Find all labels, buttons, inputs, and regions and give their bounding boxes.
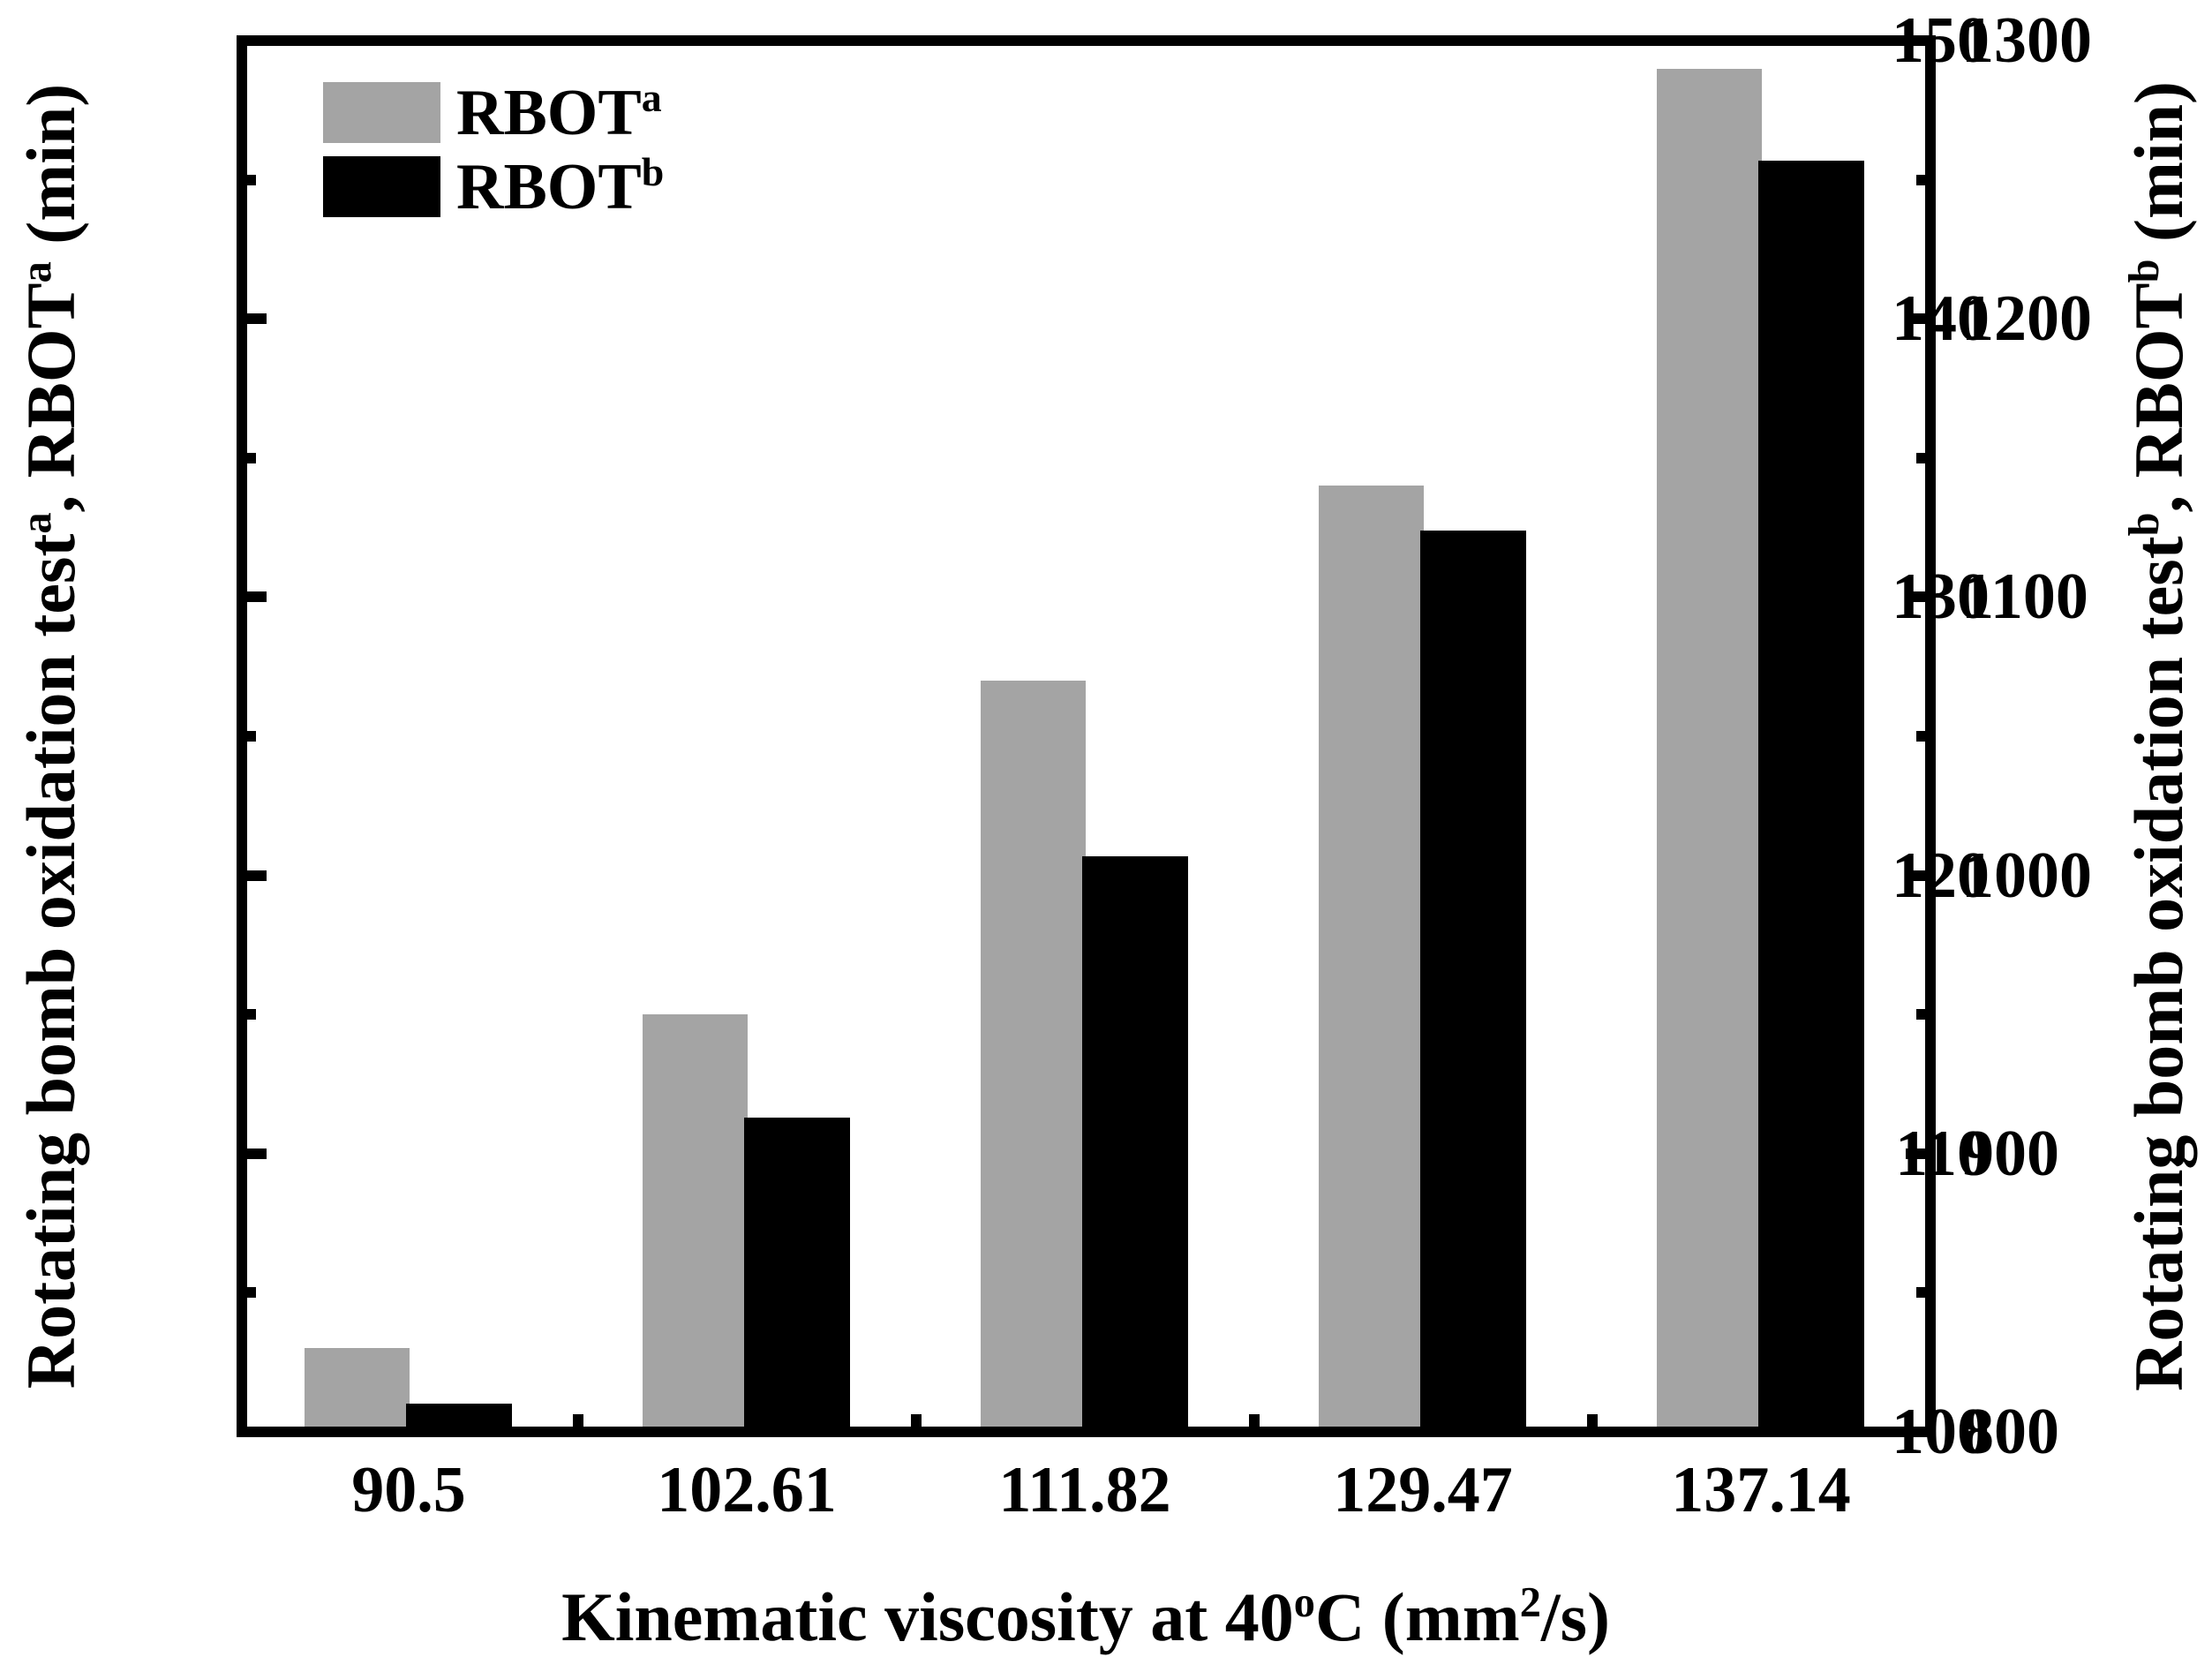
right-tick-label-1200: 1200 [1961,282,2092,356]
bar-rbotb-102.61 [744,1117,850,1427]
left-major-tick-120 [247,870,267,881]
right-major-tick-900 [1906,1148,1925,1159]
superscript: a [13,261,61,283]
x-boundary-tick-2 [1248,1414,1260,1427]
superscript: a [641,75,662,121]
bar-rbotb-137.14 [1758,160,1864,1427]
superscript: o [1293,1579,1315,1627]
y-axis-left-title: Rotating bomb oxidation testa, RBOTa (mi… [12,84,89,1390]
superscript: 2 [1519,1579,1541,1627]
superscript: b [2121,259,2169,283]
superscript: a [13,512,61,534]
right-tick-label-1000: 1000 [1961,839,2092,912]
legend-swatch-rbota [323,82,440,143]
left-minor-tick-135 [247,452,256,463]
left-tick-label-130: 130 [1892,561,1990,634]
right-minor-tick-950 [1916,1009,1925,1021]
left-tick-label-100: 100 [1892,1396,1990,1468]
text-run: (min) [12,83,89,262]
text-run: (min) [2120,81,2197,260]
legend-label-text: RBOT [456,150,642,223]
legend-label-text: RBOT [456,76,642,149]
bar-rbota-90.5 [305,1348,410,1427]
right-tick-label-1100: 1100 [1961,561,2088,634]
x-axis-title: Kinematic viscosity at 40oC (mm2/s) [561,1582,1610,1652]
right-minor-tick-1250 [1916,174,1925,185]
bar-rbota-102.61 [643,1014,748,1427]
left-minor-tick-125 [247,731,256,742]
x-boundary-tick-0 [572,1414,583,1427]
left-tick-label-140: 140 [1892,282,1990,356]
x-boundary-tick-1 [910,1414,922,1427]
plot-area [247,46,1925,1427]
left-major-tick-110 [247,1148,267,1159]
text-run: Kinematic viscosity at 40 [561,1578,1294,1655]
right-major-tick-1000 [1906,870,1925,881]
left-minor-tick-145 [247,174,256,185]
bar-rbota-137.14 [1657,68,1762,1427]
legend-label-rbotb: RBOTb [456,150,664,223]
superscript: b [641,149,665,195]
text-run: C (mm [1314,1578,1520,1655]
x-tick-label-111.82: 111.82 [998,1454,1171,1526]
y-axis-right-title: Rotating bomb oxidation testb, RBOTb (mi… [2120,81,2197,1391]
right-minor-tick-1050 [1916,731,1925,742]
left-tick-label-120: 120 [1892,839,1990,912]
bar-rbota-129.47 [1319,486,1424,1427]
right-minor-tick-850 [1916,1287,1925,1299]
text-run: Rotating bomb oxidation test [12,533,89,1390]
right-tick-label-900: 900 [1961,1117,2059,1190]
left-tick-label-150: 150 [1892,4,1990,77]
x-tick-label-137.14: 137.14 [1671,1454,1851,1526]
bar-rbotb-90.5 [406,1404,512,1427]
bar-rbotb-111.82 [1082,855,1188,1427]
x-tick-label-129.47: 129.47 [1333,1454,1513,1526]
right-major-tick-1200 [1906,313,1925,325]
bar-rbotb-129.47 [1420,530,1526,1427]
superscript: b [2121,512,2169,537]
right-tick-label-800: 800 [1961,1396,2059,1468]
x-tick-label-90.5: 90.5 [351,1454,466,1526]
text-run: Rotating bomb oxidation test [2120,536,2197,1391]
text-run: /s) [1540,1578,1610,1655]
x-boundary-tick-3 [1586,1414,1598,1427]
left-major-tick-140 [247,313,267,325]
left-major-tick-130 [247,591,267,603]
right-minor-tick-1150 [1916,452,1925,463]
right-tick-label-1300: 1300 [1961,4,2092,77]
bar-rbota-111.82 [981,680,1086,1427]
left-tick-label-110: 110 [1895,1117,1990,1190]
left-minor-tick-115 [247,1009,256,1021]
x-tick-label-102.61: 102.61 [657,1454,837,1526]
left-minor-tick-105 [247,1287,256,1299]
text-run: , RBOT [12,282,89,513]
legend-swatch-rbotb [323,156,440,217]
legend-label-rbota: RBOTa [456,76,662,149]
right-major-tick-1100 [1906,591,1925,603]
text-run: , RBOT [2120,282,2197,513]
